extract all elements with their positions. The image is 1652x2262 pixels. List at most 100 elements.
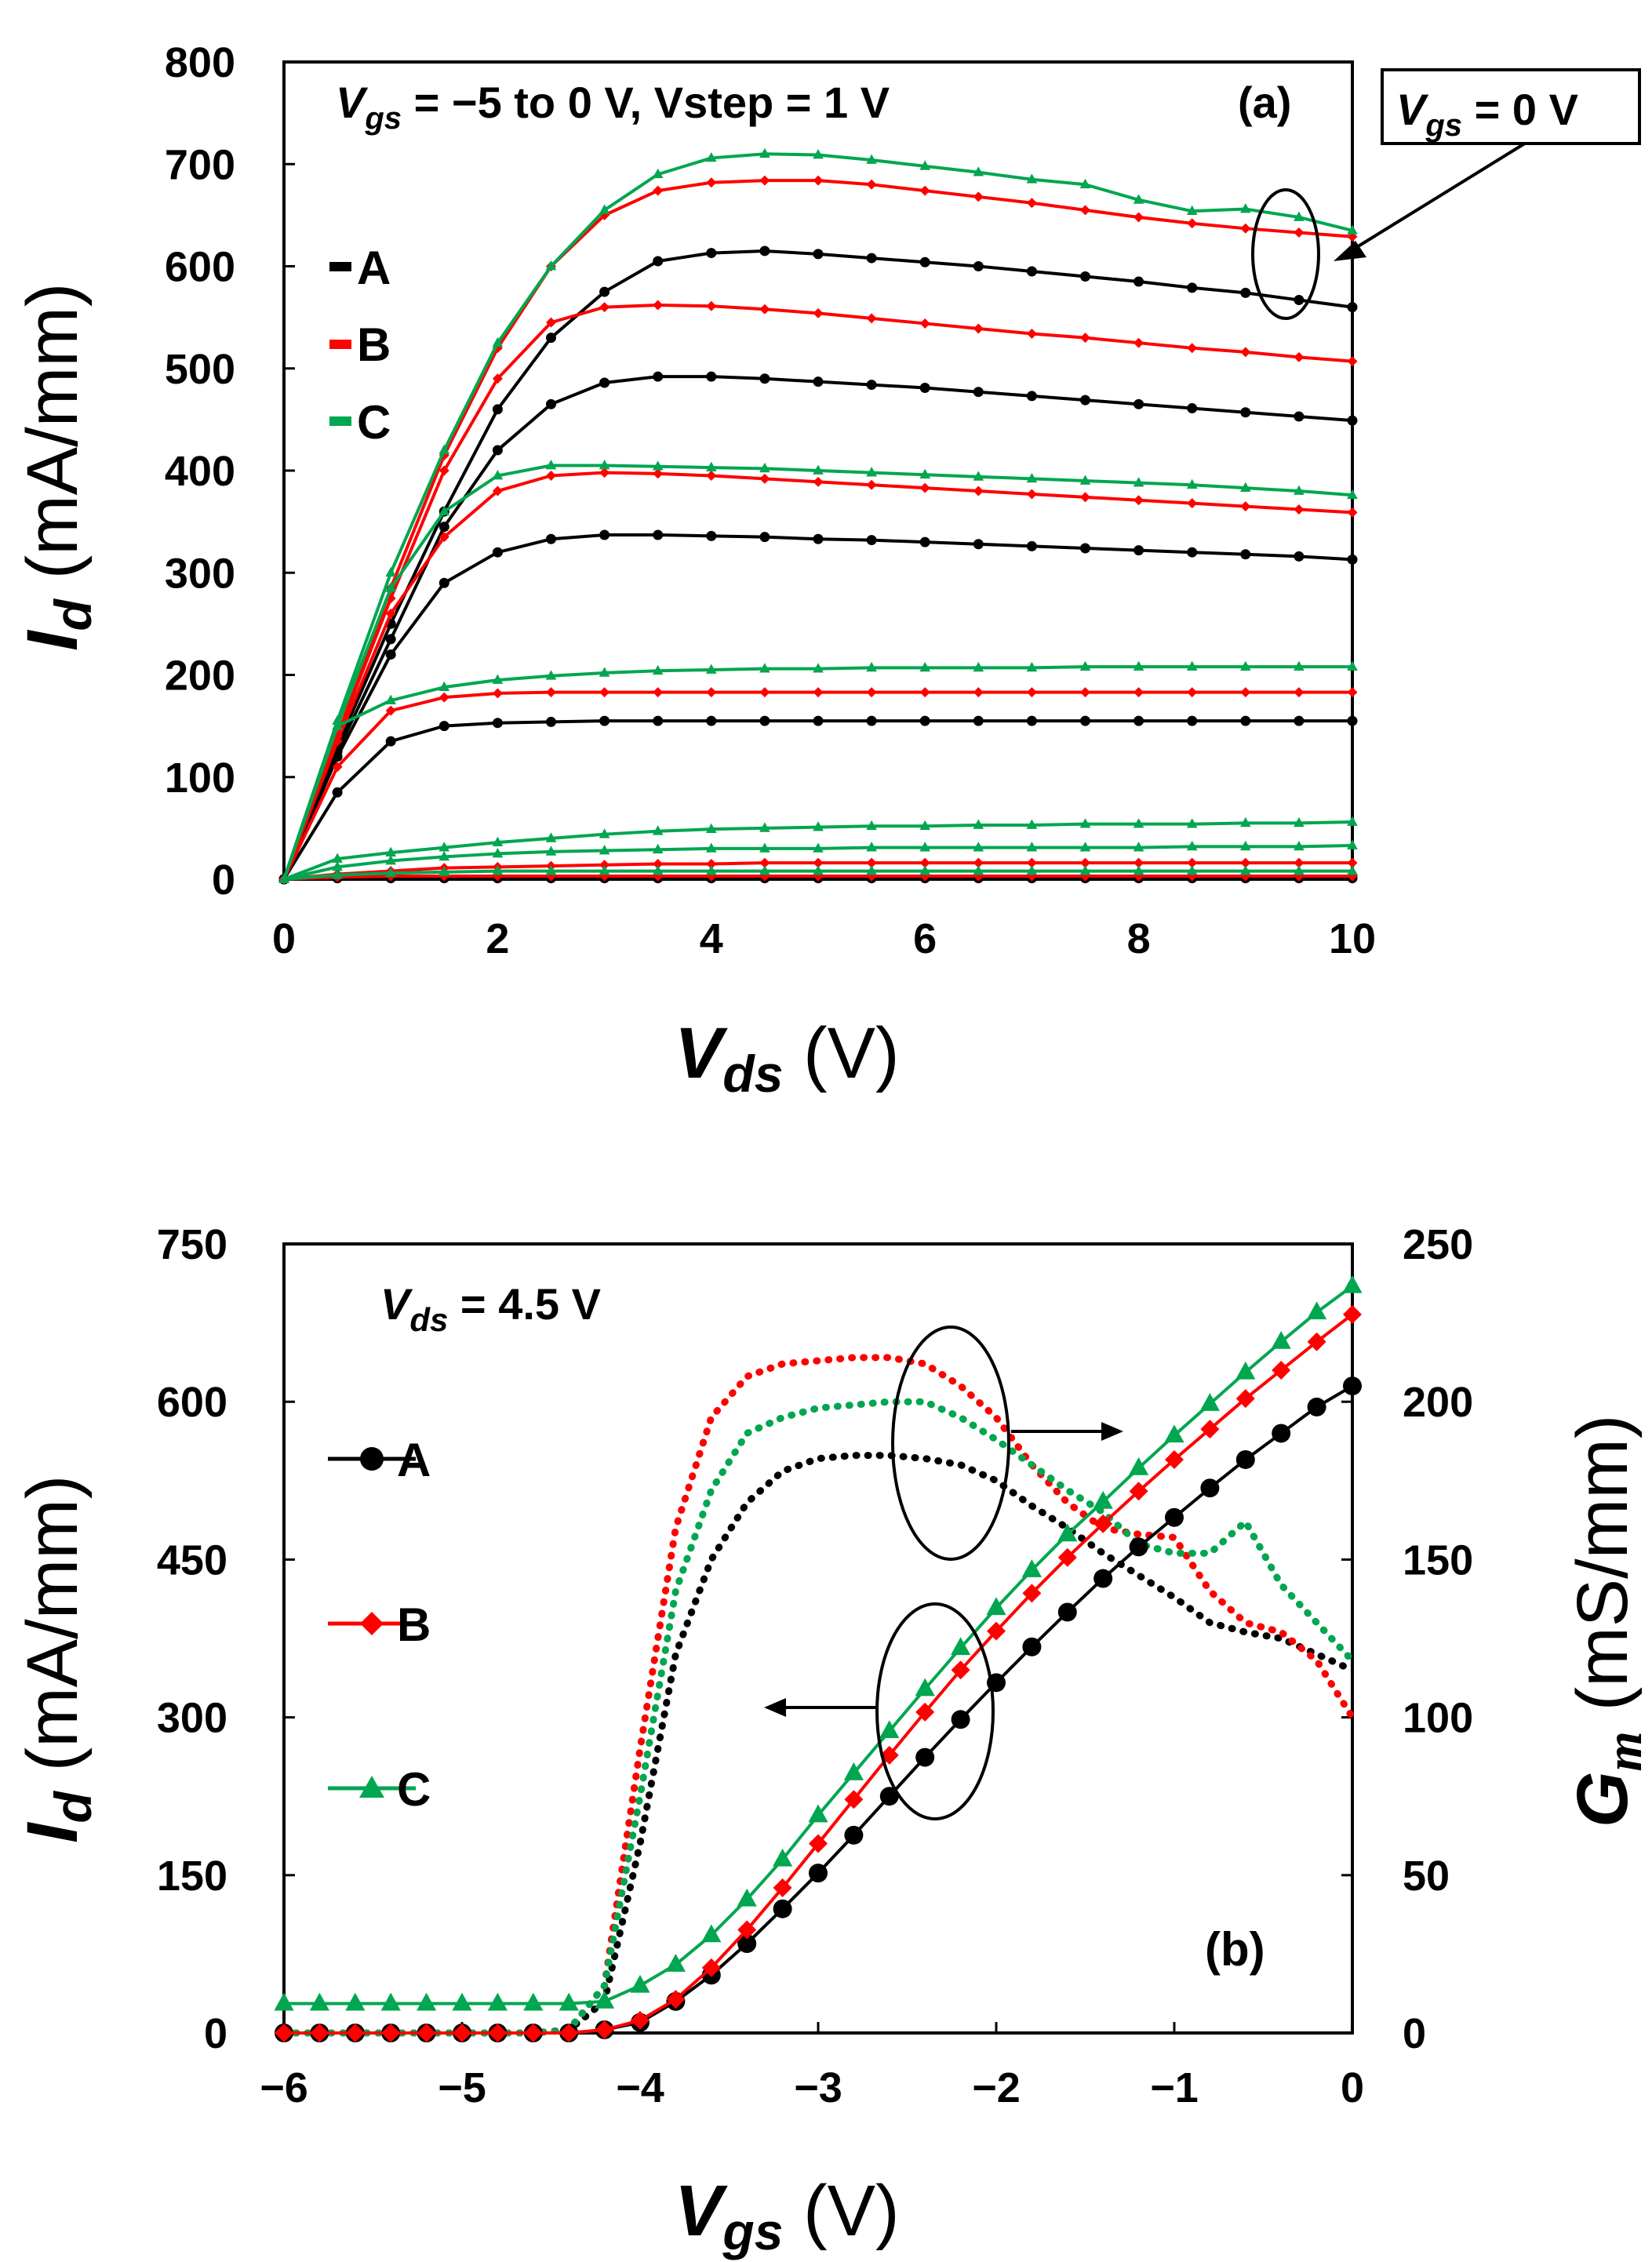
point-a-C bbox=[1186, 840, 1198, 851]
id-point-B bbox=[737, 1920, 757, 1940]
point-a-C bbox=[1294, 865, 1304, 875]
point-a-C bbox=[705, 865, 717, 875]
id-point-C bbox=[1021, 1559, 1042, 1577]
point-a-C bbox=[973, 661, 984, 672]
vds-sub: ds bbox=[409, 1301, 448, 1338]
point-a-C bbox=[599, 845, 610, 855]
x-tick-label-b: −1 bbox=[1150, 2064, 1199, 2111]
point-a-C bbox=[1347, 816, 1358, 826]
id-point-B bbox=[310, 2024, 329, 2042]
point-a-B bbox=[385, 608, 396, 619]
id-point-B bbox=[559, 2024, 579, 2042]
point-a-A bbox=[1026, 715, 1037, 726]
callout-rest: = 0 V bbox=[1462, 85, 1578, 134]
id-point-B bbox=[1093, 1514, 1113, 1533]
point-a-C bbox=[705, 151, 717, 162]
point-a-B bbox=[919, 185, 930, 196]
point-a-C bbox=[919, 661, 931, 672]
panel-label-b: (b) bbox=[1205, 1923, 1265, 1976]
id-point-B bbox=[1307, 1332, 1326, 1351]
point-a-B bbox=[706, 300, 717, 311]
point-a-C bbox=[492, 470, 504, 480]
point-a-B bbox=[813, 175, 824, 186]
point-a-C bbox=[652, 664, 664, 675]
point-a-C bbox=[599, 865, 610, 875]
point-a-B bbox=[492, 373, 503, 384]
legend-marker-b-C bbox=[359, 1776, 384, 1798]
x-tick-label-a: 0 bbox=[272, 915, 296, 962]
id-point-B bbox=[1200, 1420, 1220, 1439]
point-a-C bbox=[1294, 485, 1304, 495]
point-a-B bbox=[866, 313, 877, 324]
point-a-C bbox=[385, 867, 397, 878]
point-a-C bbox=[1079, 660, 1091, 671]
point-a-C bbox=[1239, 203, 1251, 213]
point-a-A bbox=[385, 736, 396, 747]
point-a-C bbox=[1186, 660, 1198, 671]
y-tick-label-b: 150 bbox=[157, 1853, 227, 1900]
point-a-B bbox=[759, 175, 770, 186]
point-a-C bbox=[332, 869, 343, 879]
y-tick-label-a: 100 bbox=[165, 755, 235, 802]
point-a-B bbox=[492, 485, 503, 496]
point-a-C bbox=[1186, 865, 1198, 875]
point-a-A bbox=[919, 715, 930, 726]
point-a-B bbox=[919, 857, 930, 868]
x-tick-label-b: −3 bbox=[794, 2064, 842, 2111]
id-point-B bbox=[809, 1834, 828, 1853]
point-a-B bbox=[1080, 687, 1090, 698]
point-a-B bbox=[546, 471, 556, 482]
point-a-A bbox=[813, 376, 824, 387]
point-a-C bbox=[1133, 865, 1144, 875]
x-tick-label-b: −4 bbox=[616, 2064, 664, 2111]
point-a-B bbox=[385, 705, 396, 716]
point-a-C bbox=[1347, 660, 1358, 671]
point-a-C bbox=[705, 823, 717, 834]
point-a-B bbox=[1240, 501, 1251, 512]
x-tick-label-b: −6 bbox=[260, 2064, 308, 2111]
series-group-a bbox=[278, 147, 1358, 885]
plot-frame-b bbox=[282, 1242, 1354, 2035]
vgs-sub: gs bbox=[364, 101, 402, 136]
point-a-B bbox=[973, 857, 984, 868]
point-a-A bbox=[973, 387, 984, 398]
series-group-b bbox=[274, 1275, 1363, 2042]
point-a-A bbox=[385, 634, 396, 645]
point-a-A bbox=[1133, 398, 1144, 409]
point-a-C bbox=[652, 843, 664, 854]
id-point-A bbox=[1093, 1569, 1113, 1588]
id-point-B bbox=[523, 2024, 543, 2042]
legend-marker-b-B bbox=[360, 1612, 384, 1635]
id-point-B bbox=[453, 2024, 471, 2042]
panel-b: −6 −5 −4 −3 −2 −1 0015030045060075005010015020… bbox=[13, 1221, 1652, 2260]
point-a-C bbox=[385, 694, 397, 704]
point-a-A bbox=[1240, 287, 1251, 298]
point-a-B bbox=[546, 687, 556, 698]
id-point-A bbox=[1200, 1478, 1220, 1498]
id-point-B bbox=[275, 2024, 293, 2042]
id-point-A bbox=[951, 1710, 970, 1729]
y-tick-label-a: 500 bbox=[165, 346, 235, 393]
vgs-range-annotation: Vgs = −5 to 0 V, Vstep = 1 V bbox=[336, 78, 890, 136]
point-a-C bbox=[1186, 818, 1198, 828]
point-a-C bbox=[1133, 818, 1144, 828]
point-a-A bbox=[706, 530, 717, 541]
point-a-B bbox=[438, 465, 449, 476]
point-a-A bbox=[1347, 715, 1358, 726]
point-a-A bbox=[1347, 554, 1358, 565]
y-tick-label-a: 200 bbox=[165, 653, 235, 700]
point-a-B bbox=[1133, 212, 1144, 223]
point-a-B bbox=[546, 317, 556, 328]
point-a-C bbox=[705, 664, 717, 674]
ya-sym: I bbox=[13, 629, 93, 651]
x-tick-label-a: 8 bbox=[1127, 915, 1151, 962]
point-a-C bbox=[759, 462, 770, 473]
y-tick-label-b: 600 bbox=[157, 1379, 227, 1426]
point-a-A bbox=[1240, 407, 1251, 418]
point-a-A bbox=[1026, 391, 1037, 402]
id-point-A bbox=[773, 1899, 792, 1918]
id-point-A bbox=[1235, 1449, 1255, 1469]
id-point-B bbox=[1022, 1584, 1042, 1603]
point-a-B bbox=[919, 318, 930, 329]
